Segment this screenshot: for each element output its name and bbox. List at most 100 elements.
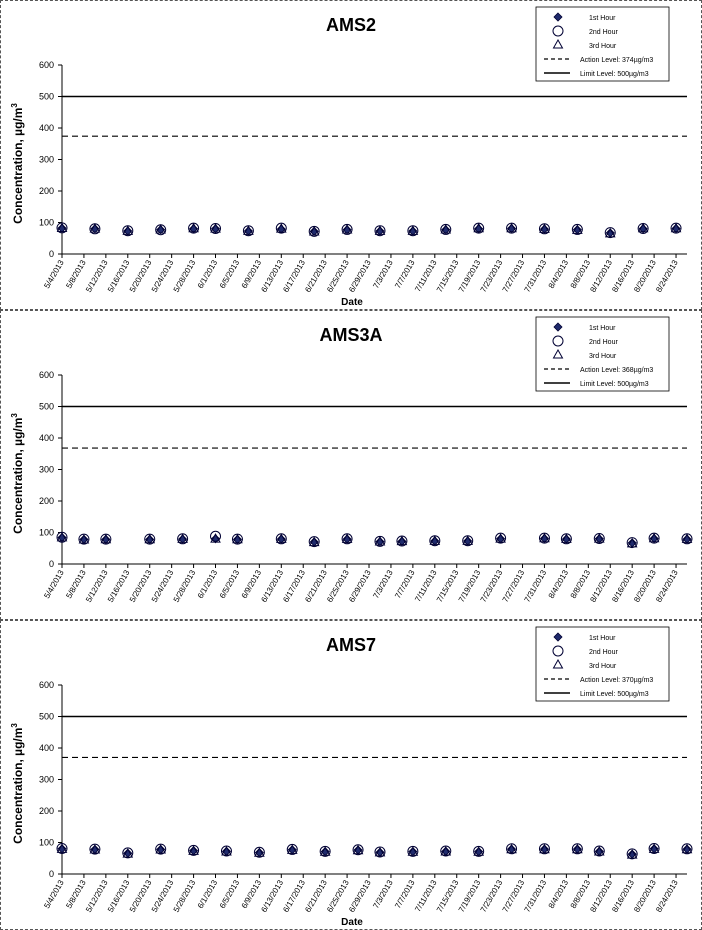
x-tick-label: 6/5/2013: [218, 568, 242, 600]
y-tick-label: 200: [39, 186, 54, 196]
y-tick-label: 0: [49, 249, 54, 259]
data-point: [462, 535, 474, 545]
x-tick-label: 7/31/2013: [523, 258, 549, 294]
x-tick-label: 6/9/2013: [240, 258, 264, 290]
x-tick-label: 8/8/2013: [569, 878, 593, 910]
data-point: [495, 533, 506, 543]
data-point: [56, 222, 68, 232]
data-point: [155, 224, 167, 234]
y-tick-label: 0: [49, 869, 54, 879]
data-point: [637, 222, 649, 233]
legend-label: 3rd Hour: [589, 663, 617, 670]
y-axis-label-superscript: 3: [10, 723, 19, 728]
legend-marker: [552, 38, 564, 49]
y-axis-label-superscript: 3: [10, 413, 19, 418]
data-point: [319, 846, 331, 856]
data-point: [188, 222, 199, 233]
data-point: [122, 847, 134, 859]
legend-label: Action Level: 368µg/m3: [580, 367, 653, 374]
x-tick-label: 5/8/2013: [64, 878, 88, 910]
y-tick-label: 400: [39, 743, 54, 753]
data-point: [254, 847, 265, 857]
y-tick-label: 600: [39, 370, 54, 380]
data-point: [473, 846, 485, 856]
y-tick-label: 100: [39, 528, 54, 538]
y-axis-label: Concentration, µg/m3: [10, 723, 25, 844]
data-point: [571, 843, 583, 854]
data-point: [407, 225, 419, 235]
x-tick-label: 5/8/2013: [64, 568, 88, 600]
x-tick-label: 6/29/2013: [347, 568, 373, 604]
data-point: [506, 843, 517, 854]
data-point: [122, 848, 134, 858]
x-tick-label: 5/28/2013: [172, 258, 198, 294]
legend-label: 1st Hour: [589, 635, 616, 642]
data-point: [89, 844, 101, 854]
data-point: [210, 530, 222, 542]
chart-panel-ams2: AMS2 0 100 200 300 400 500 600 5/4/2013 5/8/2013 5…: [0, 0, 702, 310]
chart-title: AMS2: [326, 15, 376, 35]
data-point: [275, 533, 287, 543]
data-point: [440, 845, 452, 856]
data-point: [286, 844, 298, 854]
x-tick-label: 8/4/2013: [547, 258, 571, 290]
x-tick-label: 6/1/2013: [196, 878, 220, 910]
data-point: [89, 223, 101, 233]
y-axis-label: Concentration, µg/m3: [10, 103, 25, 224]
x-tick-label: 7/7/2013: [393, 258, 417, 290]
legend-label: Action Level: 374µg/m3: [580, 57, 653, 64]
y-axis-label: Concentration, µg/m3: [10, 413, 25, 534]
legend-label: Limit Level: 500µg/m3: [580, 691, 649, 698]
data-point: [539, 532, 550, 543]
data-point: [626, 537, 638, 548]
x-tick-label: 7/7/2013: [393, 878, 417, 910]
data-point: [210, 223, 221, 233]
data-point: [561, 533, 572, 543]
x-tick-label: 6/29/2013: [347, 258, 373, 294]
chart-svg-ams3a: AMS3A 0 100 200 300 400 500 600 5/4/20135/8/2013…: [10, 316, 693, 604]
x-tick-label: 6/9/2013: [240, 568, 264, 600]
data-point: [210, 533, 221, 543]
x-tick-label: 8/24/2013: [654, 878, 680, 914]
x-tick-label: 6/1/2013: [196, 258, 220, 290]
data-point: [593, 845, 605, 856]
legend-marker: [553, 322, 563, 332]
data-point: [539, 223, 550, 233]
data-point: [429, 535, 441, 545]
x-tick-label: 6/29/2013: [347, 878, 373, 914]
legend-marker: [552, 335, 564, 347]
data-point: [440, 224, 452, 234]
data-point: [539, 843, 550, 854]
y-tick-label: 100: [39, 218, 54, 228]
x-tick-label: 5/4/2013: [42, 258, 66, 290]
x-tick-label: 5/8/2013: [64, 258, 88, 290]
x-tick-label: 7/3/2013: [371, 878, 395, 910]
x-tick-label: 6/9/2013: [240, 878, 264, 910]
x-tick-label: 8/4/2013: [547, 878, 571, 910]
x-axis-label: Date: [341, 917, 363, 928]
data-point: [473, 222, 485, 233]
data-point: [308, 536, 320, 547]
chart-title: AMS7: [326, 635, 376, 655]
data-point: [648, 843, 660, 853]
x-tick-label: 5/28/2013: [172, 878, 198, 914]
y-tick-label: 200: [39, 496, 54, 506]
data-point: [308, 225, 320, 236]
data-point: [188, 845, 199, 855]
data-point: [506, 222, 517, 233]
data-point: [648, 532, 660, 543]
data-point: [681, 843, 693, 854]
data-point: [144, 533, 156, 544]
y-tick-label: 500: [39, 402, 54, 412]
y-tick-label: 300: [39, 155, 54, 165]
data-point: [626, 849, 638, 859]
x-tick-label: 8/4/2013: [547, 568, 571, 600]
legend-label: 3rd Hour: [589, 43, 617, 50]
data-point: [626, 537, 638, 549]
legend-marker: [553, 632, 563, 642]
legend-marker: [553, 12, 563, 22]
data-point: [56, 531, 68, 542]
legend-label: 2nd Hour: [589, 29, 618, 36]
